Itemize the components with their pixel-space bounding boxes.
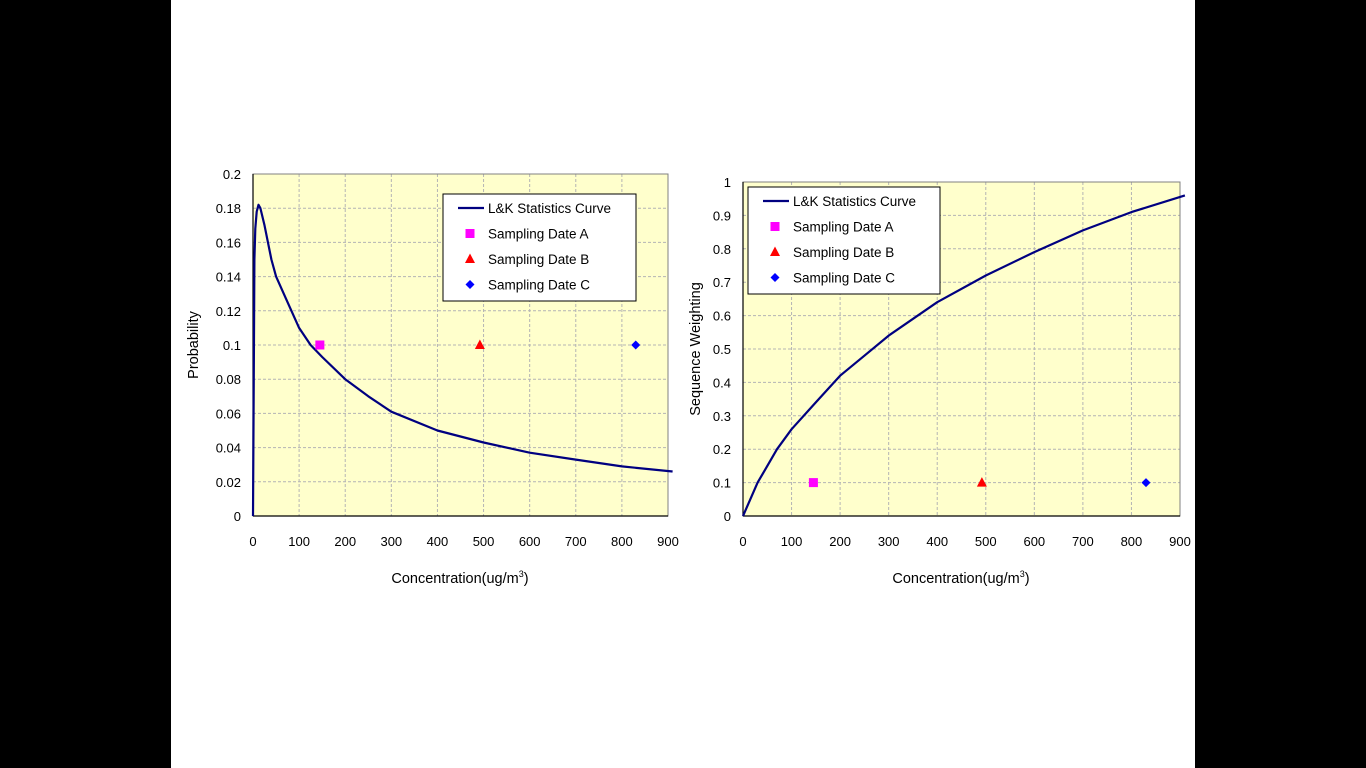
data-point-sampling-date-b xyxy=(474,339,485,349)
x-tick-label: 700 xyxy=(565,534,587,549)
y-tick-label: 0 xyxy=(234,509,241,524)
x-axis-title-part: ) xyxy=(524,571,529,587)
x-axis-title-part: Concentration(ug/m xyxy=(391,571,518,587)
y-axis-title: Sequence Weighting xyxy=(688,282,704,416)
x-tick-label: 0 xyxy=(739,534,746,549)
x-tick-label: 100 xyxy=(288,534,310,549)
x-axis-title-part: Concentration(ug/m xyxy=(892,571,1019,587)
legend-box xyxy=(747,186,941,295)
x-axis-title-superscript: 3 xyxy=(519,569,524,579)
legend-marker-swatch xyxy=(770,273,780,282)
legend-marker-swatch xyxy=(770,222,780,231)
y-axis-title: Probability xyxy=(186,310,202,378)
legend-box xyxy=(442,193,637,302)
legend: L&K Statistics Curve Sampling Date A Sampl… xyxy=(442,193,637,302)
legend-marker-swatch xyxy=(465,280,475,289)
x-tick-label: 900 xyxy=(1169,534,1191,549)
legend-label: L&K Statistics Curve xyxy=(488,201,611,216)
x-axis-title: Concentration(ug/m3) xyxy=(892,569,1029,587)
x-tick-label: 200 xyxy=(334,534,356,549)
x-tick-label: 900 xyxy=(657,534,679,549)
x-tick-label: 800 xyxy=(1121,534,1143,549)
legend-label: Sampling Date C xyxy=(488,278,590,293)
data-point-sampling-date-c xyxy=(631,340,641,350)
x-tick-label: 400 xyxy=(926,534,948,549)
data-point-sampling-date-b xyxy=(976,477,987,487)
legend-marker-swatch xyxy=(465,229,475,238)
y-tick-label: 0.18 xyxy=(216,201,241,216)
y-tick-label: 0.08 xyxy=(216,372,241,387)
x-tick-label: 500 xyxy=(975,534,997,549)
y-tick-label: 0.9 xyxy=(713,208,731,223)
x-tick-label: 600 xyxy=(1023,534,1045,549)
y-tick-label: 0 xyxy=(724,509,731,524)
x-tick-label: 300 xyxy=(878,534,900,549)
x-tick-label: 800 xyxy=(611,534,633,549)
series-line-lk-statistics-curve xyxy=(251,203,673,517)
chart-2: 0 100 200 300 400 500 600 700 800 900 0 0.1 0.2 0.3 0.… xyxy=(688,175,1191,587)
legend: L&K Statistics Curve Sampling Date A Sampl… xyxy=(747,186,941,295)
series-line-lk-statistics-curve xyxy=(741,194,1186,517)
y-tick-label: 0.16 xyxy=(216,235,241,250)
x-axis-title: Concentration(ug/m3) xyxy=(391,569,528,587)
x-tick-label: 0 xyxy=(249,534,256,549)
y-tick-label: 0.5 xyxy=(713,342,731,357)
y-tick-label: 0.1 xyxy=(223,338,241,353)
x-axis-title-superscript: 3 xyxy=(1020,569,1025,579)
data-point-sampling-date-a xyxy=(315,340,325,350)
data-point-sampling-date-a xyxy=(808,478,818,488)
x-tick-label: 300 xyxy=(380,534,402,549)
y-tick-label: 0.04 xyxy=(216,441,241,456)
legend-label: L&K Statistics Curve xyxy=(793,194,916,209)
y-tick-label: 0.4 xyxy=(713,375,731,390)
y-tick-label: 0.7 xyxy=(713,275,731,290)
x-tick-label: 400 xyxy=(427,534,449,549)
y-tick-label: 0.8 xyxy=(713,242,731,257)
data-point-sampling-date-c xyxy=(1141,478,1151,488)
x-tick-label: 100 xyxy=(781,534,803,549)
y-tick-label: 0.1 xyxy=(713,476,731,491)
y-tick-label: 0.2 xyxy=(223,167,241,182)
x-tick-label: 500 xyxy=(473,534,495,549)
chart-1: 0 100 200 300 400 500 600 700 800 900 0 0.02 0.04 0.0… xyxy=(186,167,679,587)
legend-label: Sampling Date A xyxy=(488,227,589,242)
legend-label: Sampling Date B xyxy=(488,252,589,267)
legend-marker-swatch xyxy=(770,246,780,256)
y-tick-label: 0.3 xyxy=(713,409,731,424)
x-tick-label: 200 xyxy=(829,534,851,549)
legend-label: Sampling Date A xyxy=(793,220,894,235)
y-tick-label: 0.2 xyxy=(713,442,731,457)
y-tick-label: 0.14 xyxy=(216,270,241,285)
y-tick-label: 1 xyxy=(724,175,731,190)
x-tick-label: 600 xyxy=(519,534,541,549)
legend-marker-swatch xyxy=(465,253,475,263)
legend-label: Sampling Date B xyxy=(793,245,894,260)
x-tick-label: 700 xyxy=(1072,534,1094,549)
y-tick-label: 0.12 xyxy=(216,304,241,319)
legend-label: Sampling Date C xyxy=(793,271,895,286)
x-axis-title-part: ) xyxy=(1025,571,1030,587)
y-tick-label: 0.02 xyxy=(216,475,241,490)
y-tick-label: 0.06 xyxy=(216,406,241,421)
y-tick-label: 0.6 xyxy=(713,309,731,324)
